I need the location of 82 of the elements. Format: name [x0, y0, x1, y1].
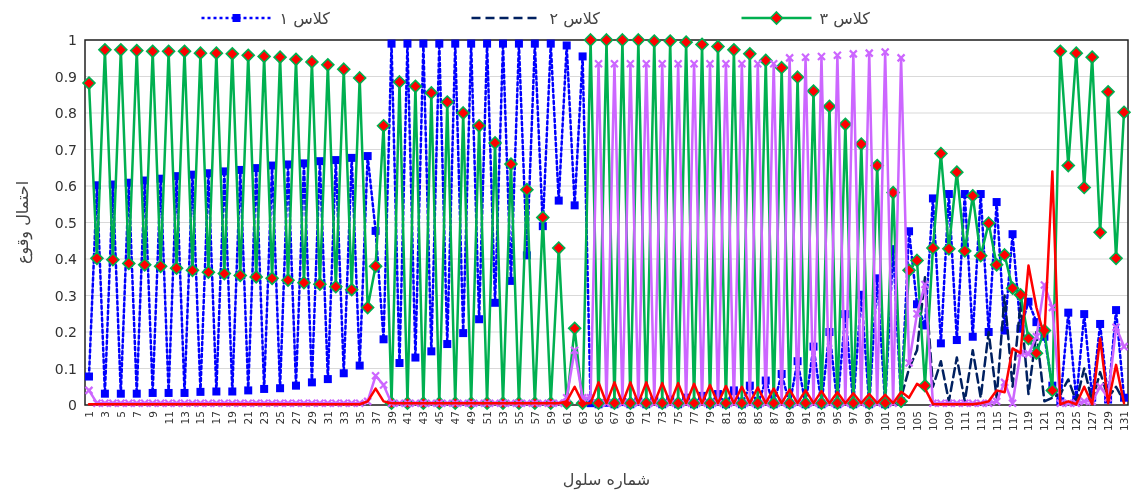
x-tick-label: 23 — [258, 411, 271, 425]
x-tick-label: 5 — [114, 411, 127, 418]
x-tick-label: 107 — [926, 411, 939, 432]
legend-label: کلاس ۳ — [819, 9, 871, 28]
x-tick-label: 47 — [449, 411, 462, 425]
x-tick-label: 53 — [497, 411, 509, 425]
x-tick-label: 75 — [672, 411, 685, 425]
x-tick-label: 73 — [656, 411, 669, 425]
x-tick-label: 99 — [863, 411, 876, 425]
x-tick-label: 79 — [704, 411, 716, 425]
x-tick-label: 39 — [385, 411, 398, 425]
x-tick-label: 65 — [592, 411, 605, 425]
x-tick-label: 105 — [911, 411, 924, 432]
x-tick-label: 41 — [401, 411, 414, 425]
x-tick-label: 29 — [305, 411, 318, 425]
x-tick-label: 129 — [1102, 411, 1115, 432]
y-tick-label: 0.6 — [54, 178, 78, 194]
x-tick-label: 101 — [879, 411, 892, 432]
x-tick-label: 83 — [735, 411, 748, 425]
x-tick-label: 17 — [210, 411, 223, 425]
x-tick-label: 15 — [194, 411, 207, 425]
y-tick-label: 0.2 — [54, 324, 77, 340]
y-axis-title: احتمال وقوع — [13, 180, 33, 265]
x-tick-label: 87 — [767, 411, 780, 425]
x-tick-label: 49 — [465, 411, 478, 425]
legend-label: کلاس ۱ — [279, 9, 331, 28]
y-tick-label: 0.5 — [54, 214, 77, 231]
x-tick-label: 45 — [433, 411, 446, 425]
x-tick-label: 115 — [990, 411, 1003, 432]
y-tick-label: 0 — [68, 397, 77, 413]
legend-label: کلاس ۲ — [549, 9, 601, 28]
y-tick-label: 0.9 — [54, 68, 77, 85]
x-tick-label: 89 — [783, 411, 796, 425]
x-tick-label: 35 — [353, 411, 366, 425]
y-tick-label: 1 — [68, 32, 77, 48]
y-tick-label: 0.7 — [54, 141, 77, 158]
x-tick-label: 55 — [512, 411, 525, 425]
x-tick-label: 125 — [1070, 411, 1083, 432]
y-tick-label: 0.3 — [54, 287, 77, 304]
x-tick-label: 59 — [544, 411, 557, 425]
y-tick-label: 0.1 — [54, 360, 77, 377]
x-tick-label: 63 — [576, 411, 589, 425]
x-tick-label: 117 — [1006, 411, 1019, 432]
x-tick-label: 27 — [289, 411, 302, 425]
x-tick-label: 3 — [98, 411, 111, 418]
x-tick-label: 95 — [831, 411, 844, 425]
x-tick-label: 43 — [417, 411, 430, 425]
x-tick-label: 91 — [799, 411, 812, 425]
x-tick-label: 67 — [608, 411, 621, 425]
x-tick-label: 123 — [1054, 411, 1067, 432]
x-tick-label: 93 — [815, 411, 828, 425]
x-tick-label: 37 — [369, 411, 382, 425]
x-tick-label: 111 — [958, 411, 971, 432]
x-axis-title: شماره سلول — [562, 470, 651, 490]
x-tick-label: 113 — [974, 411, 987, 432]
x-tick-label: 85 — [751, 411, 764, 425]
x-tick-label: 131 — [1118, 411, 1131, 432]
x-tick-label: 19 — [226, 411, 239, 425]
x-tick-label: 61 — [560, 411, 573, 425]
x-tick-label: 121 — [1038, 411, 1051, 432]
x-tick-label: 9 — [146, 411, 159, 418]
x-tick-label: 81 — [719, 411, 732, 425]
x-tick-label: 13 — [178, 411, 191, 425]
x-tick-label: 71 — [640, 411, 653, 425]
x-tick-label: 1 — [82, 411, 95, 418]
x-tick-label: 25 — [274, 411, 287, 425]
x-tick-label: 51 — [481, 411, 494, 425]
x-tick-label: 69 — [624, 411, 637, 425]
x-tick-label: 103 — [895, 411, 908, 432]
x-tick-label: 97 — [847, 411, 860, 425]
x-tick-label: 57 — [528, 411, 541, 425]
x-tick-label: 31 — [321, 411, 334, 425]
x-tick-label: 77 — [688, 411, 701, 425]
x-tick-label: 127 — [1086, 411, 1099, 432]
x-tick-label: 109 — [942, 411, 955, 432]
y-tick-label: 0.8 — [54, 105, 77, 121]
x-tick-label: 119 — [1022, 411, 1035, 432]
x-tick-label: 21 — [242, 411, 255, 425]
x-tick-label: 33 — [337, 411, 350, 425]
x-tick-label: 7 — [130, 411, 143, 418]
y-tick-label: 0.4 — [54, 251, 78, 267]
x-tick-label: 11 — [162, 411, 175, 425]
